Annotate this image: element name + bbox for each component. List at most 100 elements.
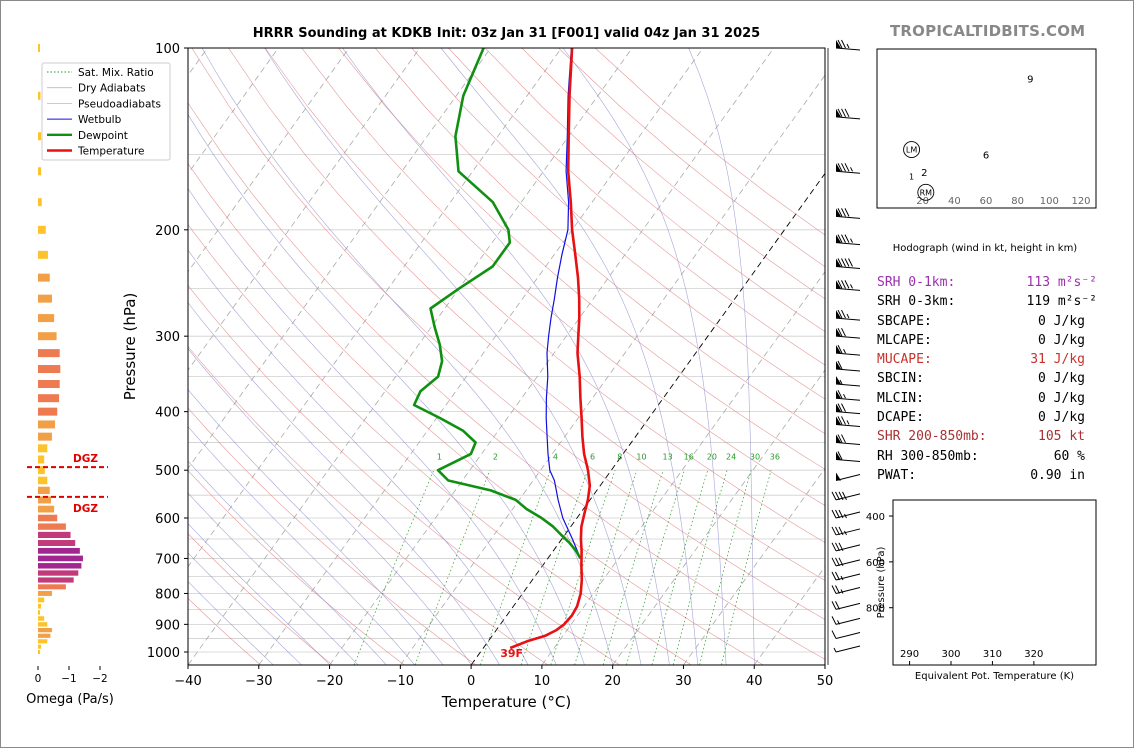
parameter-table: SRH 0-1km: 113 m²s⁻² SRH 0-3km: 119 m²s⁻² SB… bbox=[877, 273, 1107, 485]
omega-bar bbox=[38, 523, 66, 530]
y-tick-label: 700 bbox=[155, 552, 180, 567]
mixing-ratio-line bbox=[480, 470, 551, 665]
dry-adiabat bbox=[301, 48, 825, 506]
omega-bar bbox=[38, 496, 52, 504]
omega-bar bbox=[38, 563, 82, 569]
wetbulb-line bbox=[545, 48, 581, 559]
dry-adiabat bbox=[411, 48, 825, 400]
wind-barb-full bbox=[837, 389, 843, 399]
wind-barb-full bbox=[838, 526, 844, 536]
wind-barb-flag bbox=[836, 208, 841, 217]
wind-barb-full bbox=[837, 208, 843, 217]
dry-adiabat bbox=[188, 102, 825, 660]
wind-barb-staff bbox=[835, 544, 861, 552]
wind-barb-staff bbox=[835, 617, 861, 625]
mixing-ratio-label: 24 bbox=[726, 453, 736, 462]
omega-bar bbox=[38, 455, 45, 464]
freezing-isotherm bbox=[470, 172, 825, 665]
parameter-row: MUCAPE: 31 J/kg bbox=[877, 350, 1107, 369]
wind-barb-staff bbox=[835, 47, 861, 51]
theta-y-tick-label: 600 bbox=[866, 558, 885, 569]
mixing-ratio-label: 30 bbox=[750, 453, 760, 462]
omega-bar bbox=[38, 616, 45, 621]
omega-bar bbox=[38, 380, 60, 389]
wind-barb-half bbox=[840, 575, 844, 581]
wind-barb-flag bbox=[836, 258, 841, 267]
omega-bar bbox=[38, 584, 66, 590]
omega-bar bbox=[38, 514, 58, 522]
wind-barb-full bbox=[838, 509, 844, 519]
dgz-label: DGZ bbox=[73, 453, 98, 465]
dry-adiabat bbox=[188, 533, 333, 665]
mixing-ratio-line bbox=[414, 470, 491, 665]
parameter-label: RH 300-850mb: bbox=[877, 448, 979, 464]
wind-barb-full bbox=[844, 108, 850, 118]
parameter-value: 0 J/kg bbox=[1038, 313, 1085, 329]
mixing-ratio-label: 1 bbox=[437, 453, 442, 462]
mixing-ratio-line bbox=[550, 470, 616, 665]
parameter-label: SBCIN: bbox=[877, 371, 924, 387]
parameter-row: MLCAPE: 0 J/kg bbox=[877, 331, 1107, 350]
dry-adiabat bbox=[188, 470, 405, 665]
mixing-ratio-line bbox=[520, 470, 589, 665]
omega-bar bbox=[38, 407, 58, 416]
omega-bar bbox=[38, 132, 42, 141]
wind-barb-full bbox=[837, 327, 843, 337]
omega-bar bbox=[38, 476, 48, 485]
wind-barb-flag bbox=[836, 416, 841, 425]
dry-adiabat bbox=[374, 48, 825, 435]
wind-barb-full bbox=[837, 309, 843, 319]
mixing-ratio-line bbox=[699, 470, 752, 665]
wind-barb-staff bbox=[835, 645, 861, 653]
omega-bar bbox=[38, 444, 48, 453]
dry-adiabat bbox=[188, 223, 692, 665]
chart-title: HRRR Sounding at KDKB Init: 03z Jan 31 [… bbox=[252, 26, 761, 41]
wind-barb bbox=[831, 585, 861, 594]
parameter-label: SRH 0-1km: bbox=[877, 275, 956, 290]
wind-barb-flag bbox=[836, 234, 841, 243]
wind-barb-staff bbox=[835, 242, 861, 246]
omega-bar bbox=[38, 505, 55, 513]
omega-bar bbox=[38, 294, 52, 303]
wind-barb-full bbox=[835, 491, 840, 501]
wind-barb-staff bbox=[835, 116, 861, 120]
isotherm-line bbox=[400, 74, 825, 665]
wind-barb-staff bbox=[835, 287, 861, 291]
omega-bar bbox=[38, 555, 83, 562]
wind-barb bbox=[835, 403, 861, 415]
x-tick-label: −10 bbox=[387, 674, 414, 689]
parameter-value: 0 J/kg bbox=[1038, 410, 1085, 426]
omega-bar bbox=[38, 633, 51, 638]
moist-adiabat bbox=[188, 249, 529, 665]
wind-barb-full bbox=[835, 601, 840, 610]
wind-barb-full bbox=[831, 585, 837, 594]
omega-bar bbox=[38, 603, 42, 609]
wind-barb-full bbox=[835, 571, 840, 581]
wind-barb-staff bbox=[835, 458, 861, 462]
x-tick-label: 40 bbox=[746, 674, 763, 689]
wind-barb-half bbox=[846, 313, 850, 319]
hodograph-rm-label: RM bbox=[920, 188, 933, 197]
wind-barb-full bbox=[837, 280, 843, 289]
wind-barb-staff bbox=[835, 423, 861, 427]
wind-barb-staff bbox=[835, 265, 861, 269]
parameter-label: SRH 0-3km: bbox=[877, 294, 956, 310]
omega-bar bbox=[38, 639, 48, 644]
omega-bar bbox=[38, 365, 61, 374]
moist-adiabat bbox=[188, 581, 274, 665]
wind-barb bbox=[831, 491, 861, 501]
parameter-row: SRH 0-3km: 119 m²s⁻² bbox=[877, 292, 1107, 311]
wind-barb-staff bbox=[835, 511, 861, 519]
wind-barb-full bbox=[838, 557, 844, 567]
hodograph-ring-label: 20 bbox=[916, 196, 929, 207]
wind-barb-full bbox=[841, 416, 846, 425]
dry-adiabat bbox=[264, 48, 825, 543]
parameter-row: RH 300-850mb: 60 % bbox=[877, 447, 1107, 466]
wind-barb-staff bbox=[835, 352, 861, 356]
isotherm-line bbox=[541, 271, 825, 665]
dry-adiabat bbox=[228, 48, 825, 581]
theta-x-tick-label: 300 bbox=[941, 649, 960, 660]
omega-bar bbox=[38, 591, 52, 596]
x-tick-label: 30 bbox=[675, 674, 692, 689]
legend-entry: Temperature bbox=[77, 146, 145, 158]
